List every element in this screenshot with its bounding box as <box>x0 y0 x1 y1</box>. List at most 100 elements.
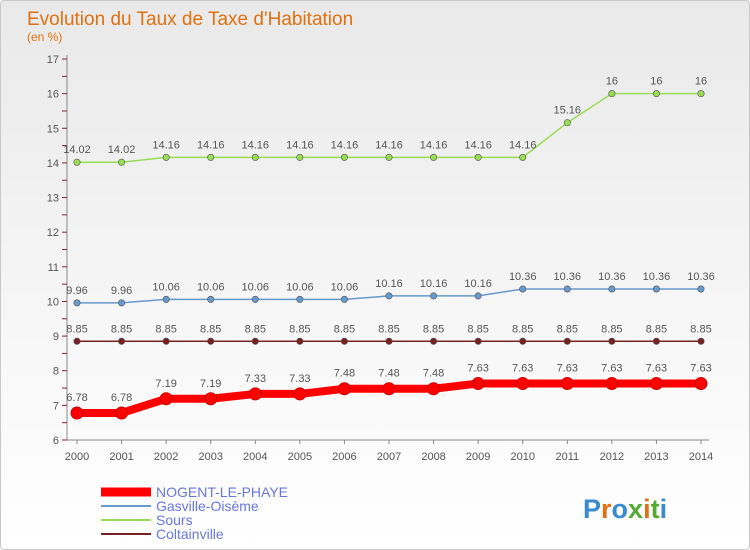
logo-letter: i <box>643 494 651 524</box>
data-label: 6.78 <box>111 392 132 404</box>
data-point <box>385 337 393 345</box>
data-point <box>427 382 441 396</box>
data-point <box>382 382 396 396</box>
y-tick-label: 17 <box>47 54 59 66</box>
proxiti-logo: Proxiti <box>583 494 667 524</box>
data-point <box>516 377 530 391</box>
data-point <box>474 337 482 345</box>
y-tick-label: 13 <box>47 193 59 205</box>
data-point <box>694 377 708 391</box>
data-point <box>162 153 170 161</box>
y-unit-label: (en %) <box>27 30 62 44</box>
legend: NOGENT-LE-PHAYEGasville-OisèmeSoursColta… <box>101 484 288 542</box>
legend-label: Gasville-Oisème <box>156 498 259 514</box>
data-label: 7.48 <box>378 368 399 380</box>
data-label: 14.16 <box>152 139 180 151</box>
series-line <box>77 92 701 163</box>
data-label: 8.85 <box>66 323 87 335</box>
data-label: 7.63 <box>512 363 533 375</box>
data-label: 10.06 <box>286 281 314 293</box>
data-label: 6.78 <box>66 392 87 404</box>
data-label: 10.16 <box>375 278 403 290</box>
data-point <box>340 153 348 161</box>
data-point <box>560 377 574 391</box>
data-label: 7.19 <box>200 378 221 390</box>
data-point <box>293 387 307 401</box>
y-tick-label: 10 <box>47 296 59 308</box>
data-label: 14.02 <box>63 144 91 156</box>
data-point <box>207 337 215 345</box>
logo-letter: P <box>583 494 601 524</box>
data-label: 7.63 <box>601 363 622 375</box>
data-point <box>608 90 616 98</box>
series-Coltainville: 8.85 8.85 8.85 8.85 8.85 8.85 8.85 8.85 8.85 8.85… <box>66 323 712 345</box>
data-point <box>296 153 304 161</box>
data-label: 14.02 <box>108 144 136 156</box>
data-point <box>251 295 259 303</box>
data-point <box>430 292 438 300</box>
data-point <box>519 153 527 161</box>
x-tick-label: 2004 <box>243 451 267 463</box>
data-point <box>340 295 348 303</box>
data-label: 8.85 <box>512 323 533 335</box>
data-label: 14.16 <box>509 139 537 151</box>
data-label: 7.48 <box>334 368 355 380</box>
data-point <box>207 295 215 303</box>
chart-title: Evolution du Taux de Taxe d'Habitation <box>27 9 353 30</box>
data-point <box>385 292 393 300</box>
data-label: 8.85 <box>690 323 711 335</box>
data-point <box>162 337 170 345</box>
logo-letter: r <box>601 494 612 524</box>
data-point <box>73 337 81 345</box>
series-Sours: 14.02 14.02 14.16 14.16 14.16 14.16 14.16 14.16… <box>63 76 707 166</box>
data-point <box>296 295 304 303</box>
data-label: 14.16 <box>197 139 225 151</box>
data-point <box>563 285 571 293</box>
plot-area: 8.85 8.85 8.85 8.85 8.85 8.85 8.85 8.85 8.85 8.85… <box>63 76 715 420</box>
x-tick-label: 2007 <box>377 451 401 463</box>
data-point <box>652 337 660 345</box>
data-label: 10.36 <box>643 271 671 283</box>
data-point <box>162 295 170 303</box>
legend-label: Sours <box>156 512 193 528</box>
y-tick-label: 11 <box>48 262 59 274</box>
data-point <box>519 285 527 293</box>
data-label: 7.63 <box>690 363 711 375</box>
data-label: 8.85 <box>200 323 221 335</box>
data-point <box>73 299 81 307</box>
logo-letter: t <box>651 494 660 524</box>
logo-letter: x <box>628 494 643 524</box>
data-label: 10.06 <box>242 281 270 293</box>
y-tick-label: 12 <box>47 227 59 239</box>
y-tick-label: 16 <box>47 89 59 101</box>
data-point <box>118 158 126 166</box>
data-label: 7.19 <box>155 378 176 390</box>
data-label: 10.36 <box>509 271 537 283</box>
y-tick-label: 7 <box>53 400 59 412</box>
data-label: 8.85 <box>334 323 355 335</box>
data-label: 7.33 <box>289 373 310 385</box>
x-tick-label: 2014 <box>689 451 713 463</box>
data-point <box>474 292 482 300</box>
data-label: 8.85 <box>601 323 622 335</box>
x-tick-label: 2011 <box>555 451 579 463</box>
data-point <box>159 392 173 406</box>
x-tick-label: 2012 <box>600 451 624 463</box>
data-label: 9.96 <box>111 285 132 297</box>
data-point <box>652 285 660 293</box>
data-label: 9.96 <box>66 285 87 297</box>
data-label: 16 <box>606 76 618 88</box>
logo-letter: i <box>660 494 668 524</box>
data-point <box>70 406 84 420</box>
y-tick-label: 14 <box>47 158 59 170</box>
data-point <box>649 377 663 391</box>
y-tick-label: 8 <box>53 366 59 378</box>
x-tick-label: 2013 <box>644 451 668 463</box>
y-tick-label: 6 <box>53 435 59 447</box>
data-point <box>251 337 259 345</box>
x-tick-label: 2000 <box>65 451 89 463</box>
data-point <box>73 158 81 166</box>
legend-label: Coltainville <box>156 526 224 542</box>
